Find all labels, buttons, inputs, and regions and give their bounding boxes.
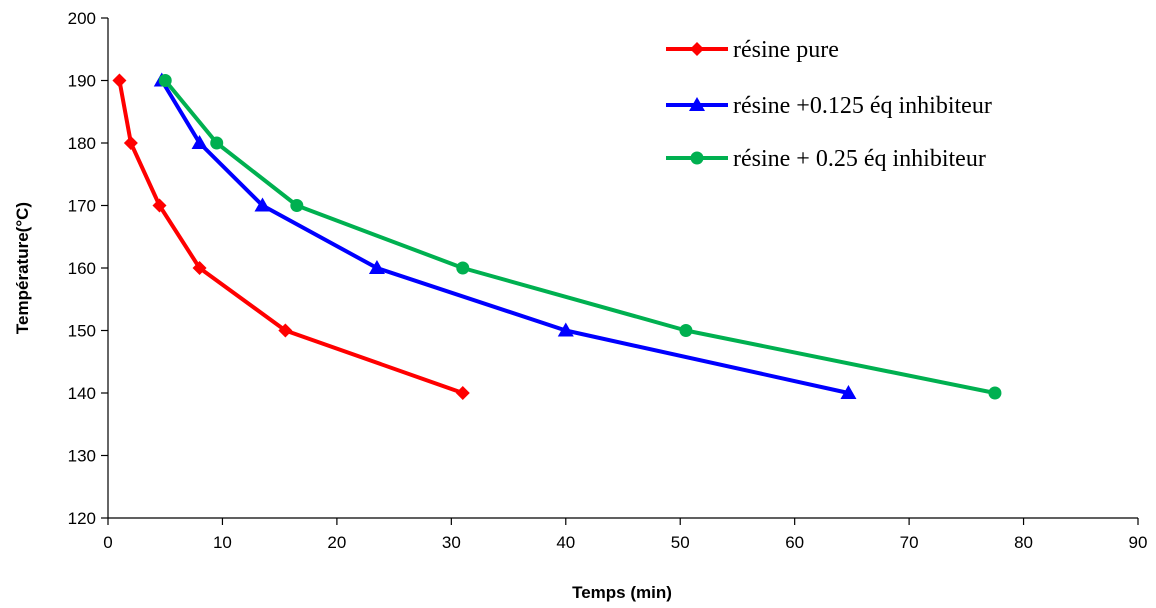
x-tick-label: 40: [556, 533, 575, 552]
y-tick-label: 150: [68, 322, 96, 341]
data-point: [278, 323, 293, 338]
data-point: [191, 135, 208, 149]
legend-label: résine pure: [733, 37, 839, 63]
x-tick-label: 90: [1129, 533, 1148, 552]
y-tick-label: 130: [68, 447, 96, 466]
legend-item: résine pure: [666, 37, 839, 63]
legend-label: résine + 0.25 éq inhibiteur: [733, 146, 986, 172]
series-line: [160, 79, 849, 395]
legend: résine pure résine +0.125 éq inhibiteur ré…: [666, 37, 992, 172]
x-tick-label: 10: [213, 533, 232, 552]
series-line: [163, 79, 996, 395]
series-layer: [112, 72, 1002, 400]
y-tick-label: 190: [68, 72, 96, 91]
data-point: [840, 385, 857, 399]
series-resine-0125: [153, 72, 857, 399]
y-axis-title: Température(°C): [13, 202, 32, 334]
data-point: [158, 74, 172, 87]
data-point: [368, 260, 385, 274]
legend-label: résine +0.125 éq inhibiteur: [733, 93, 992, 119]
data-point: [679, 324, 693, 337]
x-tick-label: 20: [327, 533, 346, 552]
data-point: [123, 136, 138, 150]
axes: 120 130 140 150 160 170 180 190 200 0 10 20 30 40 50 60…: [68, 9, 1148, 552]
x-tick-label: 60: [785, 533, 804, 552]
series-resine-025: [158, 74, 1002, 400]
data-point: [557, 322, 574, 337]
data-point: [112, 73, 127, 88]
x-tick-label: 70: [900, 533, 919, 552]
legend-swatch-marker: [689, 97, 705, 111]
data-point: [456, 261, 470, 275]
data-point: [210, 136, 224, 150]
x-tick-label: 50: [671, 533, 690, 552]
x-tick-label: 80: [1014, 533, 1033, 552]
legend-swatch-marker: [690, 42, 704, 56]
y-tick-label: 200: [68, 9, 96, 28]
data-point: [254, 197, 271, 212]
x-axis-title: Temps (min): [572, 583, 672, 602]
data-point: [290, 199, 304, 212]
legend-swatch-marker: [690, 151, 704, 165]
data-point: [152, 198, 167, 213]
y-tick-label: 120: [68, 509, 96, 528]
legend-item: résine + 0.25 éq inhibiteur: [666, 146, 986, 172]
y-tick-label: 160: [68, 259, 96, 278]
data-point: [455, 386, 470, 400]
series-resine-pure: [112, 73, 470, 400]
x-tick-label: 30: [442, 533, 461, 552]
y-tick-label: 140: [68, 384, 96, 403]
data-point: [192, 261, 207, 275]
y-tick-label: 170: [68, 197, 96, 216]
y-tick-label: 180: [68, 134, 96, 153]
legend-item: résine +0.125 éq inhibiteur: [666, 93, 992, 119]
data-point: [988, 386, 1002, 400]
series-line: [117, 80, 464, 395]
x-tick-label: 0: [103, 533, 112, 552]
